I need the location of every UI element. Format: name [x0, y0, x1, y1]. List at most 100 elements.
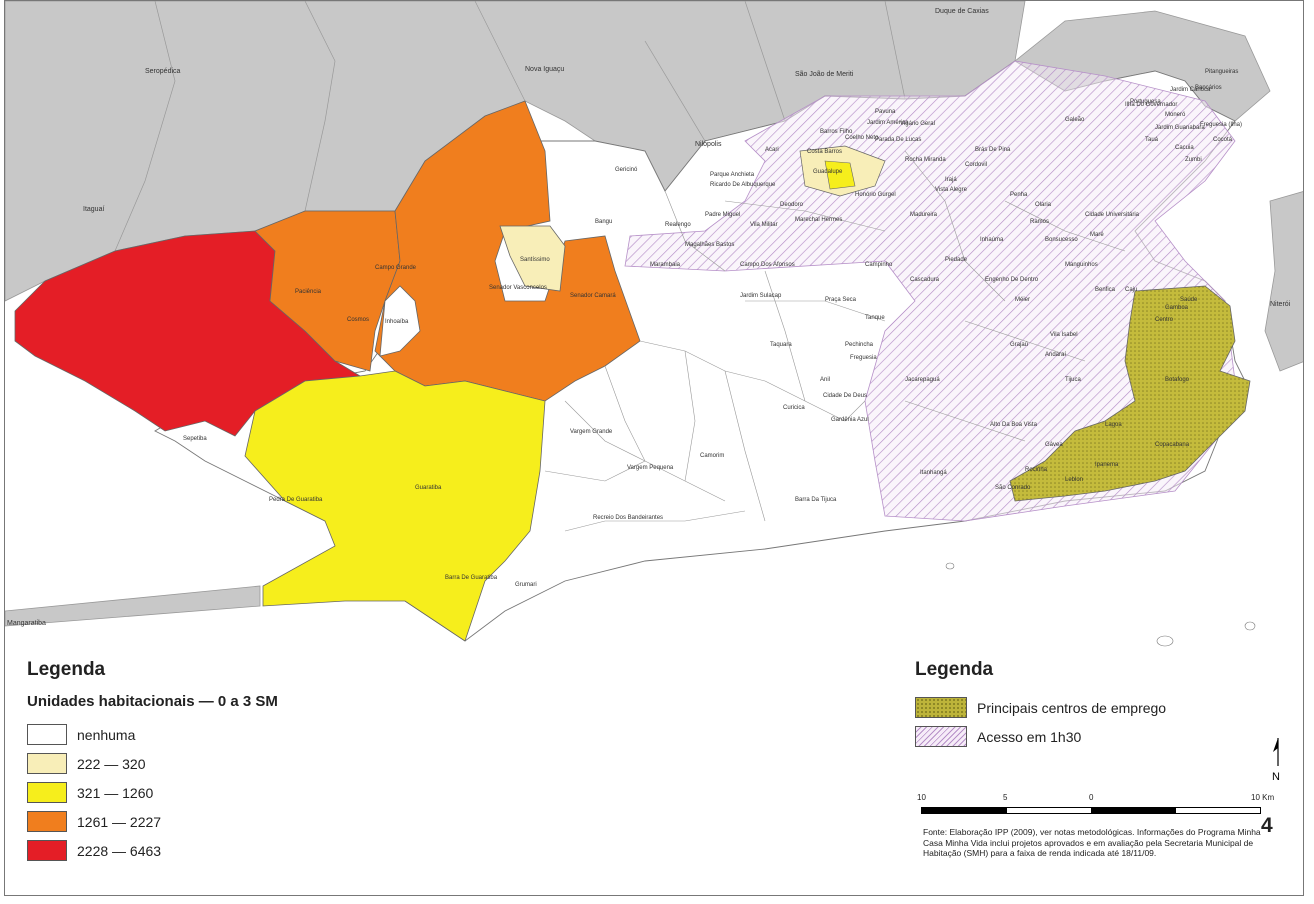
- scale-label: 0: [1089, 793, 1094, 802]
- label-parque-anchieta: Parque Anchieta: [710, 172, 755, 178]
- label-freguesia-ilha: Freguesia (Ilha): [1200, 122, 1242, 128]
- label-nova-iguacu: Nova Iguaçu: [525, 66, 564, 73]
- label-cascadura: Cascadura: [910, 277, 940, 283]
- label-mangaratiba: Mangaratiba: [7, 620, 46, 627]
- label-sepetiba: Sepetiba: [183, 436, 207, 442]
- label-santissimo: Santíssimo: [520, 257, 550, 263]
- scale-label: 10: [917, 793, 926, 802]
- district-santissimo: [499, 225, 566, 292]
- label-niteroi: Niterói: [1270, 301, 1291, 308]
- label-inhoaiba: Inhoaíba: [385, 319, 409, 325]
- label-taua: Tauá: [1145, 137, 1159, 143]
- label-bras-de-pina: Brás De Pina: [975, 147, 1011, 153]
- access-zone: [624, 60, 1236, 522]
- label-manguinhos: Manguinhos: [1065, 262, 1098, 268]
- label-padre-miguel: Padre Miguel: [705, 212, 740, 218]
- employment-centre: [1009, 285, 1251, 502]
- label-taquara: Taquara: [770, 342, 792, 348]
- label-inhauma: Inhaúma: [980, 237, 1004, 243]
- label-mare: Maré: [1090, 232, 1104, 238]
- label-jacarepagua: Jacarepaguá: [905, 377, 940, 383]
- label-bonsucesso: Bonsucesso: [1045, 237, 1078, 243]
- label-marechal-hermes: Marechal Hermes: [795, 217, 842, 223]
- legend-row: 222 — 320: [27, 749, 387, 778]
- label-jardim-america: Jardim América: [867, 120, 909, 126]
- label-zumbi: Zumbi: [1185, 157, 1202, 163]
- legend-label: 222 — 320: [77, 755, 146, 772]
- district-inhoaiba: [379, 285, 421, 357]
- north-arrow-icon: N: [1272, 738, 1280, 783]
- label-andarai: Andaraí: [1045, 352, 1066, 358]
- source-note: Fonte: Elaboração IPP (2009), ver notas …: [923, 827, 1261, 858]
- district-yellow-north: [824, 160, 856, 190]
- label-ricardo-de-albuquerque: Ricardo De Albuquerque: [710, 182, 776, 188]
- label-guaratiba: Guaratiba: [415, 485, 442, 491]
- label-jardim-carioca: Jardim Carioca: [1170, 87, 1211, 93]
- choropleth-map: Duque de Caxias Seropédica Nova Iguaçu S…: [5, 1, 1303, 647]
- label-parada-de-lucas: Parada De Lucas: [875, 137, 921, 143]
- label-benfica: Benfica: [1095, 287, 1116, 293]
- label-gavea: Gávea: [1045, 442, 1063, 448]
- label-rocinha: Rocinha: [1025, 467, 1048, 473]
- label-engenho-de-dentro: Engenho De Dentro: [985, 277, 1039, 283]
- legend-label: Principais centros de emprego: [977, 699, 1167, 716]
- label-paciencia: Paciência: [295, 289, 322, 295]
- scale-bar: 10 5 0 10 Km: [917, 793, 1277, 821]
- label-iraja: Irajá: [945, 177, 957, 183]
- label-vigario-geral: Vigário Geral: [900, 121, 935, 127]
- map-labels: Duque de Caxias Seropédica Nova Iguaçu S…: [7, 8, 1291, 627]
- legend-swatch-employment: [915, 697, 967, 718]
- label-senador-vasconcelos: Senador Vasconcelos: [489, 285, 547, 291]
- label-barra-de-guaratiba: Barra De Guaratiba: [445, 575, 498, 581]
- legend-row: 1261 — 2227: [27, 807, 387, 836]
- label-vila-isabel: Vila Isabel: [1050, 332, 1078, 338]
- label-galeao: Galeão: [1065, 117, 1085, 123]
- label-barros-filho: Barros Filho: [820, 129, 853, 135]
- label-jardim-guanabara: Jardim Guanabara: [1155, 125, 1205, 131]
- label-freguesia: Freguesia: [850, 355, 877, 361]
- label-cosmos: Cosmos: [347, 317, 369, 323]
- legend-title: Legenda: [27, 659, 106, 680]
- label-coelho-neto: Coelho Neto: [845, 135, 879, 141]
- label-cocota: Cocotá: [1213, 137, 1233, 143]
- scale-label: 10 Km: [1251, 793, 1275, 802]
- legend-swatch-none: [27, 724, 67, 745]
- legend-row: 321 — 1260: [27, 778, 387, 807]
- legend-swatch-light-yellow: [27, 753, 67, 774]
- label-ramos: Ramos: [1030, 219, 1049, 225]
- label-saude: Saúde: [1180, 297, 1198, 303]
- label-cidade-de-deus: Cidade De Deus: [823, 393, 867, 399]
- label-leblon: Leblon: [1065, 477, 1083, 483]
- label-sao-conrado: São Conrado: [995, 485, 1031, 491]
- label-campo-grande: Campo Grande: [375, 265, 417, 271]
- label-tijuca: Tijuca: [1065, 377, 1081, 383]
- legend-label: 1261 — 2227: [77, 813, 162, 830]
- label-itaguai: Itaguaí: [83, 206, 104, 213]
- label-barra-da-tijuca: Barra Da Tijuca: [795, 497, 837, 503]
- legend-subtitle: Unidades habitacionais — 0 a 3 SM: [27, 693, 278, 710]
- label-realengo: Realengo: [665, 222, 691, 228]
- legend-row: Acesso em 1h30: [915, 722, 1295, 751]
- label-tanque: Tanque: [865, 315, 885, 321]
- label-portuguesa: Portuguesa: [1130, 99, 1161, 105]
- label-deodoro: Deodoro: [780, 202, 804, 208]
- label-camorim: Camorim: [700, 453, 724, 459]
- label-gardenia-azul: Gardênia Azul: [831, 417, 869, 423]
- label-ipanema: Ipanema: [1095, 462, 1119, 468]
- legend-swatch-orange: [27, 811, 67, 832]
- label-copacabana: Copacabana: [1155, 442, 1190, 448]
- label-acari: Acari: [765, 147, 779, 153]
- legend-label: 2228 — 6463: [77, 842, 162, 859]
- label-guadalupe: Guadalupe: [813, 169, 843, 175]
- label-pechincha: Pechincha: [845, 342, 874, 348]
- label-marambaia: Marambaia: [650, 262, 681, 268]
- label-vargem-pequena: Vargem Pequena: [627, 465, 674, 471]
- label-cordovil: Cordovil: [965, 162, 987, 168]
- label-honorio-gurgel: Honório Gurgel: [855, 192, 896, 198]
- label-cidade-universitaria: Cidade Universitária: [1085, 212, 1140, 218]
- label-olaria: Olaria: [1035, 202, 1052, 208]
- north-arrow: N: [1264, 736, 1292, 784]
- legend-swatch-access: [915, 726, 967, 747]
- label-caju: Caju: [1125, 287, 1137, 293]
- scale-bar-graphic: [921, 807, 1261, 814]
